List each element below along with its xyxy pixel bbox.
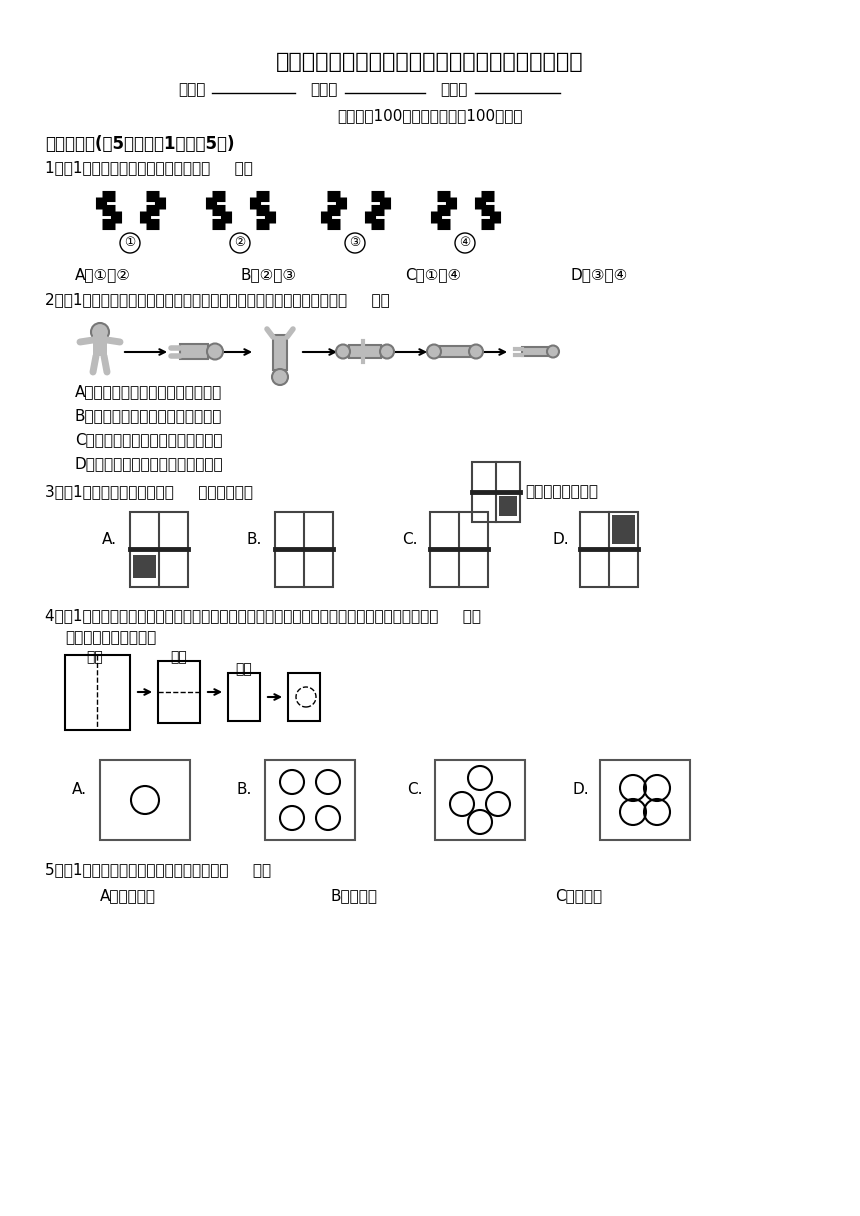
Text: 学号：: 学号： (440, 81, 467, 97)
Text: D．③和④: D．③和④ (570, 268, 627, 282)
Bar (600, 760, 690, 840)
Bar (472, 462, 520, 522)
Bar (580, 512, 638, 587)
Text: 剪去: 剪去 (236, 662, 252, 676)
Text: B．玩陀螺: B．玩陀螺 (330, 888, 377, 903)
Text: A．拧水龙头: A．拧水龙头 (100, 888, 156, 903)
Bar (288, 672, 320, 721)
Text: ④: ④ (459, 236, 470, 249)
Text: C.: C. (402, 533, 417, 547)
Text: 姓名：: 姓名： (178, 81, 206, 97)
Text: （虚线为折痕或剪线）: （虚线为折痕或剪线） (65, 630, 157, 644)
Text: B．旋转、平移、旋转、平移、旋转: B．旋转、平移、旋转、平移、旋转 (75, 409, 223, 423)
Bar (522, 347, 548, 356)
Text: C.: C. (407, 782, 422, 796)
Text: 3．（1分）下面的图形中，（     ）不能由通过: 3．（1分）下面的图形中，（ ）不能由通过 (45, 484, 253, 499)
Bar (430, 512, 488, 587)
Text: D.: D. (552, 533, 568, 547)
Circle shape (427, 344, 441, 359)
Bar (228, 672, 260, 721)
Circle shape (345, 233, 365, 253)
Bar (158, 662, 200, 724)
Bar (275, 512, 333, 587)
Text: ②: ② (235, 236, 246, 249)
Text: 1．（1分）下列属于轴对称图形的是（     ）。: 1．（1分）下列属于轴对称图形的是（ ）。 (45, 161, 253, 175)
Text: C．旋转、旋转、平移、平移、平移: C．旋转、旋转、平移、平移、平移 (75, 432, 223, 447)
Text: B.: B. (237, 782, 252, 796)
Circle shape (547, 345, 559, 358)
Bar (612, 516, 635, 544)
Bar (435, 760, 525, 840)
Text: B．②和③: B．②和③ (240, 268, 296, 282)
Text: （满分：100分，完成时间：100分钟）: （满分：100分，完成时间：100分钟） (337, 108, 523, 123)
Bar (499, 496, 517, 516)
Text: A.: A. (72, 782, 87, 796)
Text: C．①和④: C．①和④ (405, 268, 461, 282)
Text: A．①和②: A．①和② (75, 268, 131, 282)
Text: 4．（1分）如下图，小明将一张正方形纸左右对折，再上下对折，然后剪去一个圆。展开图为（     ）。: 4．（1分）如下图，小明将一张正方形纸左右对折，再上下对折，然后剪去一个圆。展开… (45, 608, 481, 623)
Circle shape (336, 344, 350, 359)
Text: A.: A. (102, 533, 117, 547)
Circle shape (230, 233, 250, 253)
Text: 对折: 对折 (170, 651, 187, 664)
Circle shape (207, 343, 223, 360)
Bar (133, 554, 156, 578)
Circle shape (455, 233, 475, 253)
Text: B.: B. (247, 533, 262, 547)
Circle shape (469, 344, 483, 359)
Bar (180, 344, 208, 359)
Text: C．玩滑梯: C．玩滑梯 (555, 888, 602, 903)
Bar (440, 347, 470, 358)
Text: 5．（1分）下面的游戏属于平移现象的是（     ）。: 5．（1分）下面的游戏属于平移现象的是（ ）。 (45, 862, 271, 877)
Text: 平移或旋转得到。: 平移或旋转得到。 (525, 484, 598, 499)
Text: 班级：: 班级： (310, 81, 337, 97)
Text: 三年级上册第六单元《平移、旋转和轴对称》测试卷: 三年级上册第六单元《平移、旋转和轴对称》测试卷 (276, 52, 584, 72)
Text: A．旋转、旋转、旋转、平移、平移: A．旋转、旋转、旋转、平移、平移 (75, 384, 222, 399)
Bar (265, 760, 355, 840)
Circle shape (91, 323, 109, 340)
Text: 一、选择题(共5题；每题1分，共5分): 一、选择题(共5题；每题1分，共5分) (45, 135, 235, 153)
Circle shape (380, 344, 394, 359)
Bar (130, 512, 188, 587)
Circle shape (272, 368, 288, 385)
Text: 对折: 对折 (87, 651, 103, 664)
Text: 2．（1分）导演让一位木偶演员做下面的动作，描述这些动作正确的是（     ）。: 2．（1分）导演让一位木偶演员做下面的动作，描述这些动作正确的是（ ）。 (45, 292, 390, 306)
Bar (93, 333, 107, 356)
Bar (273, 334, 287, 370)
Text: D．旋转、平移、旋转、平移、平移: D．旋转、平移、旋转、平移、平移 (75, 456, 224, 471)
Text: D.: D. (572, 782, 588, 796)
Text: ③: ③ (349, 236, 360, 249)
Circle shape (120, 233, 140, 253)
Text: ①: ① (125, 236, 136, 249)
Bar (65, 655, 130, 730)
Bar (100, 760, 190, 840)
Bar (349, 345, 381, 358)
